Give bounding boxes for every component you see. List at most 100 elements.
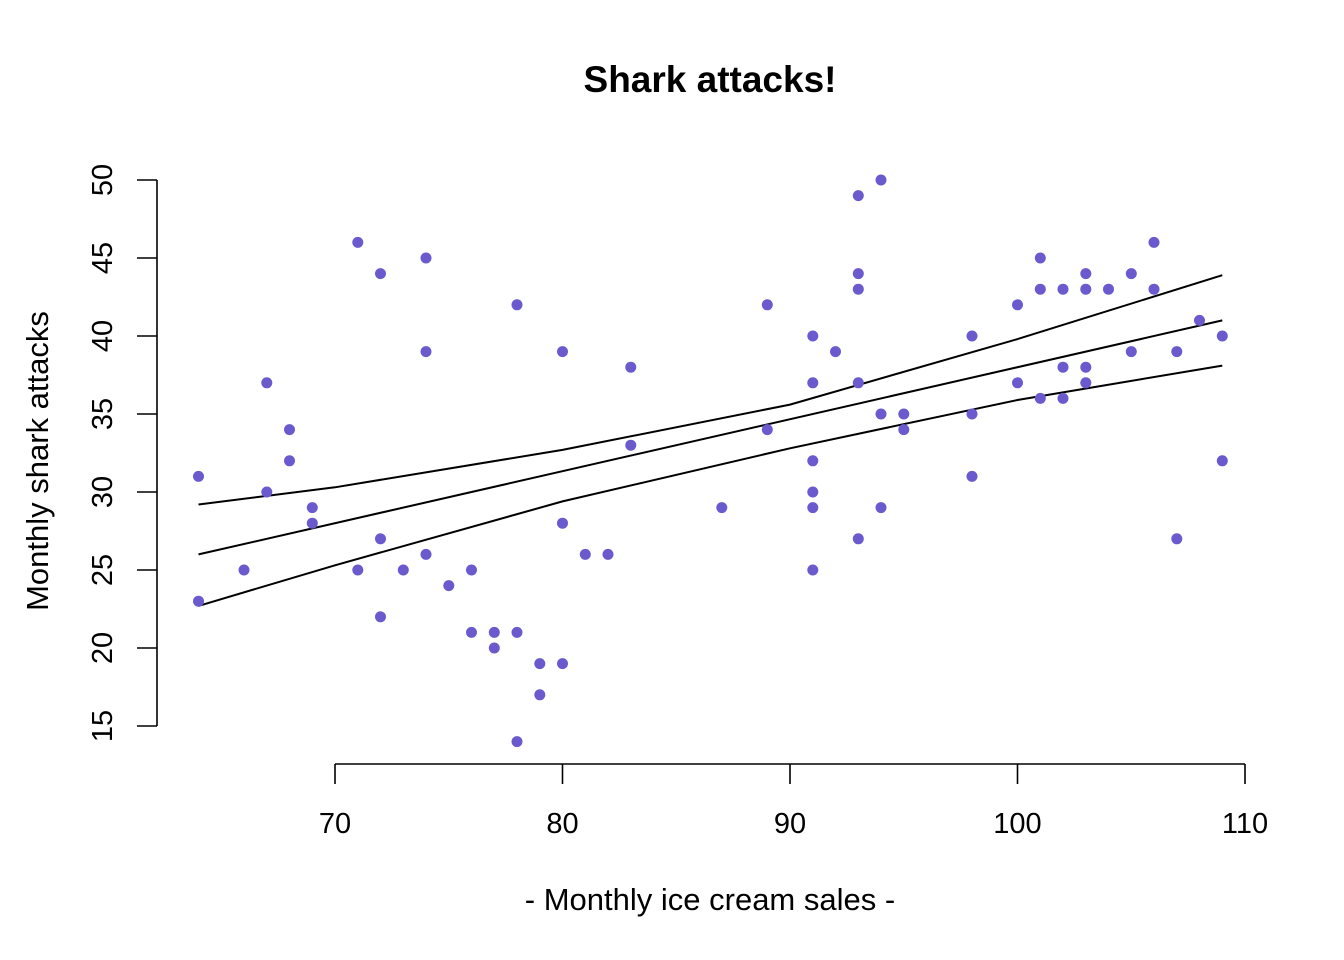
data-point: [625, 361, 637, 373]
data-point: [306, 502, 318, 514]
x-axis-label: - Monthly ice cream sales -: [525, 882, 895, 917]
data-point: [488, 626, 500, 638]
data-point: [261, 486, 273, 498]
data-point: [466, 626, 477, 638]
data-point: [375, 611, 386, 623]
data-point: [852, 190, 864, 202]
data-point: [466, 564, 477, 576]
data-point: [1080, 268, 1092, 280]
data-point: [579, 548, 591, 560]
lower-confidence-line: [198, 364, 1223, 607]
regression-line: [198, 319, 1223, 556]
data-point: [716, 502, 728, 514]
data-point: [966, 330, 978, 342]
y-axis: 15 20 25 30 35 40 45 50: [87, 164, 158, 742]
data-point: [1034, 283, 1046, 295]
data-point: [1103, 283, 1114, 295]
data-point: [875, 502, 887, 514]
y-tick-label: 25: [87, 554, 119, 586]
data-point: [1080, 361, 1092, 373]
regression-lines: [198, 274, 1223, 607]
data-point: [1012, 299, 1023, 311]
data-point: [420, 346, 432, 358]
data-point: [898, 408, 910, 420]
data-point: [1057, 392, 1069, 404]
data-point: [852, 268, 864, 280]
data-point: [193, 595, 204, 607]
data-point: [1216, 330, 1228, 342]
data-point: [1012, 377, 1023, 389]
upper-confidence-line: [198, 274, 1223, 506]
data-point: [1148, 236, 1160, 248]
x-tick-label: 80: [546, 808, 578, 840]
data-point: [1057, 361, 1069, 373]
data-point: [534, 689, 546, 701]
y-axis-label: Monthly shark attacks: [20, 311, 55, 611]
data-points: [193, 174, 1228, 748]
data-point: [602, 548, 614, 560]
y-tick-label: 35: [87, 398, 119, 430]
x-tick-label: 100: [993, 808, 1041, 840]
data-point: [1171, 346, 1183, 358]
chart-title: Shark attacks!: [584, 59, 837, 100]
data-point: [852, 533, 864, 545]
y-tick-label: 20: [87, 632, 119, 664]
data-point: [375, 268, 386, 280]
y-tick-label: 15: [87, 710, 119, 742]
data-point: [1034, 392, 1046, 404]
data-point: [238, 564, 250, 576]
data-point: [511, 736, 523, 748]
data-point: [557, 517, 568, 529]
x-tick-label: 110: [1222, 808, 1268, 840]
data-point: [807, 377, 819, 389]
data-point: [1171, 533, 1183, 545]
data-point: [898, 424, 910, 436]
data-point: [761, 299, 773, 311]
data-point: [397, 564, 409, 576]
data-point: [1125, 346, 1137, 358]
data-point: [534, 658, 546, 670]
data-point: [807, 486, 819, 498]
data-point: [443, 580, 455, 592]
data-point: [852, 377, 864, 389]
data-point: [1034, 252, 1046, 264]
y-tick-label: 30: [87, 476, 119, 508]
data-point: [761, 424, 773, 436]
data-point: [261, 377, 273, 389]
data-point: [1080, 283, 1092, 295]
data-point: [193, 470, 204, 482]
data-point: [807, 564, 819, 576]
data-point: [807, 502, 819, 514]
data-point: [852, 283, 864, 295]
data-point: [966, 470, 978, 482]
data-point: [625, 439, 637, 451]
data-point: [875, 408, 887, 420]
data-point: [557, 346, 568, 358]
y-tick-label: 50: [87, 164, 119, 196]
data-point: [375, 533, 386, 545]
data-point: [1194, 314, 1205, 326]
data-point: [420, 548, 432, 560]
data-point: [807, 330, 819, 342]
data-point: [511, 626, 523, 638]
data-point: [352, 564, 364, 576]
data-point: [352, 236, 364, 248]
data-point: [875, 174, 887, 186]
data-point: [1080, 377, 1092, 389]
data-point: [830, 346, 841, 358]
data-point: [284, 424, 295, 436]
x-axis: 70 80 90 100 110: [319, 763, 1268, 840]
x-tick-label: 70: [319, 808, 351, 840]
data-point: [966, 408, 978, 420]
data-point: [420, 252, 432, 264]
data-point: [1057, 283, 1069, 295]
data-point: [284, 455, 295, 467]
data-point: [557, 658, 568, 670]
data-point: [511, 299, 523, 311]
data-point: [807, 455, 819, 467]
data-point: [1216, 455, 1228, 467]
data-point: [488, 642, 500, 654]
y-tick-label: 45: [87, 242, 119, 274]
data-point: [1148, 283, 1160, 295]
